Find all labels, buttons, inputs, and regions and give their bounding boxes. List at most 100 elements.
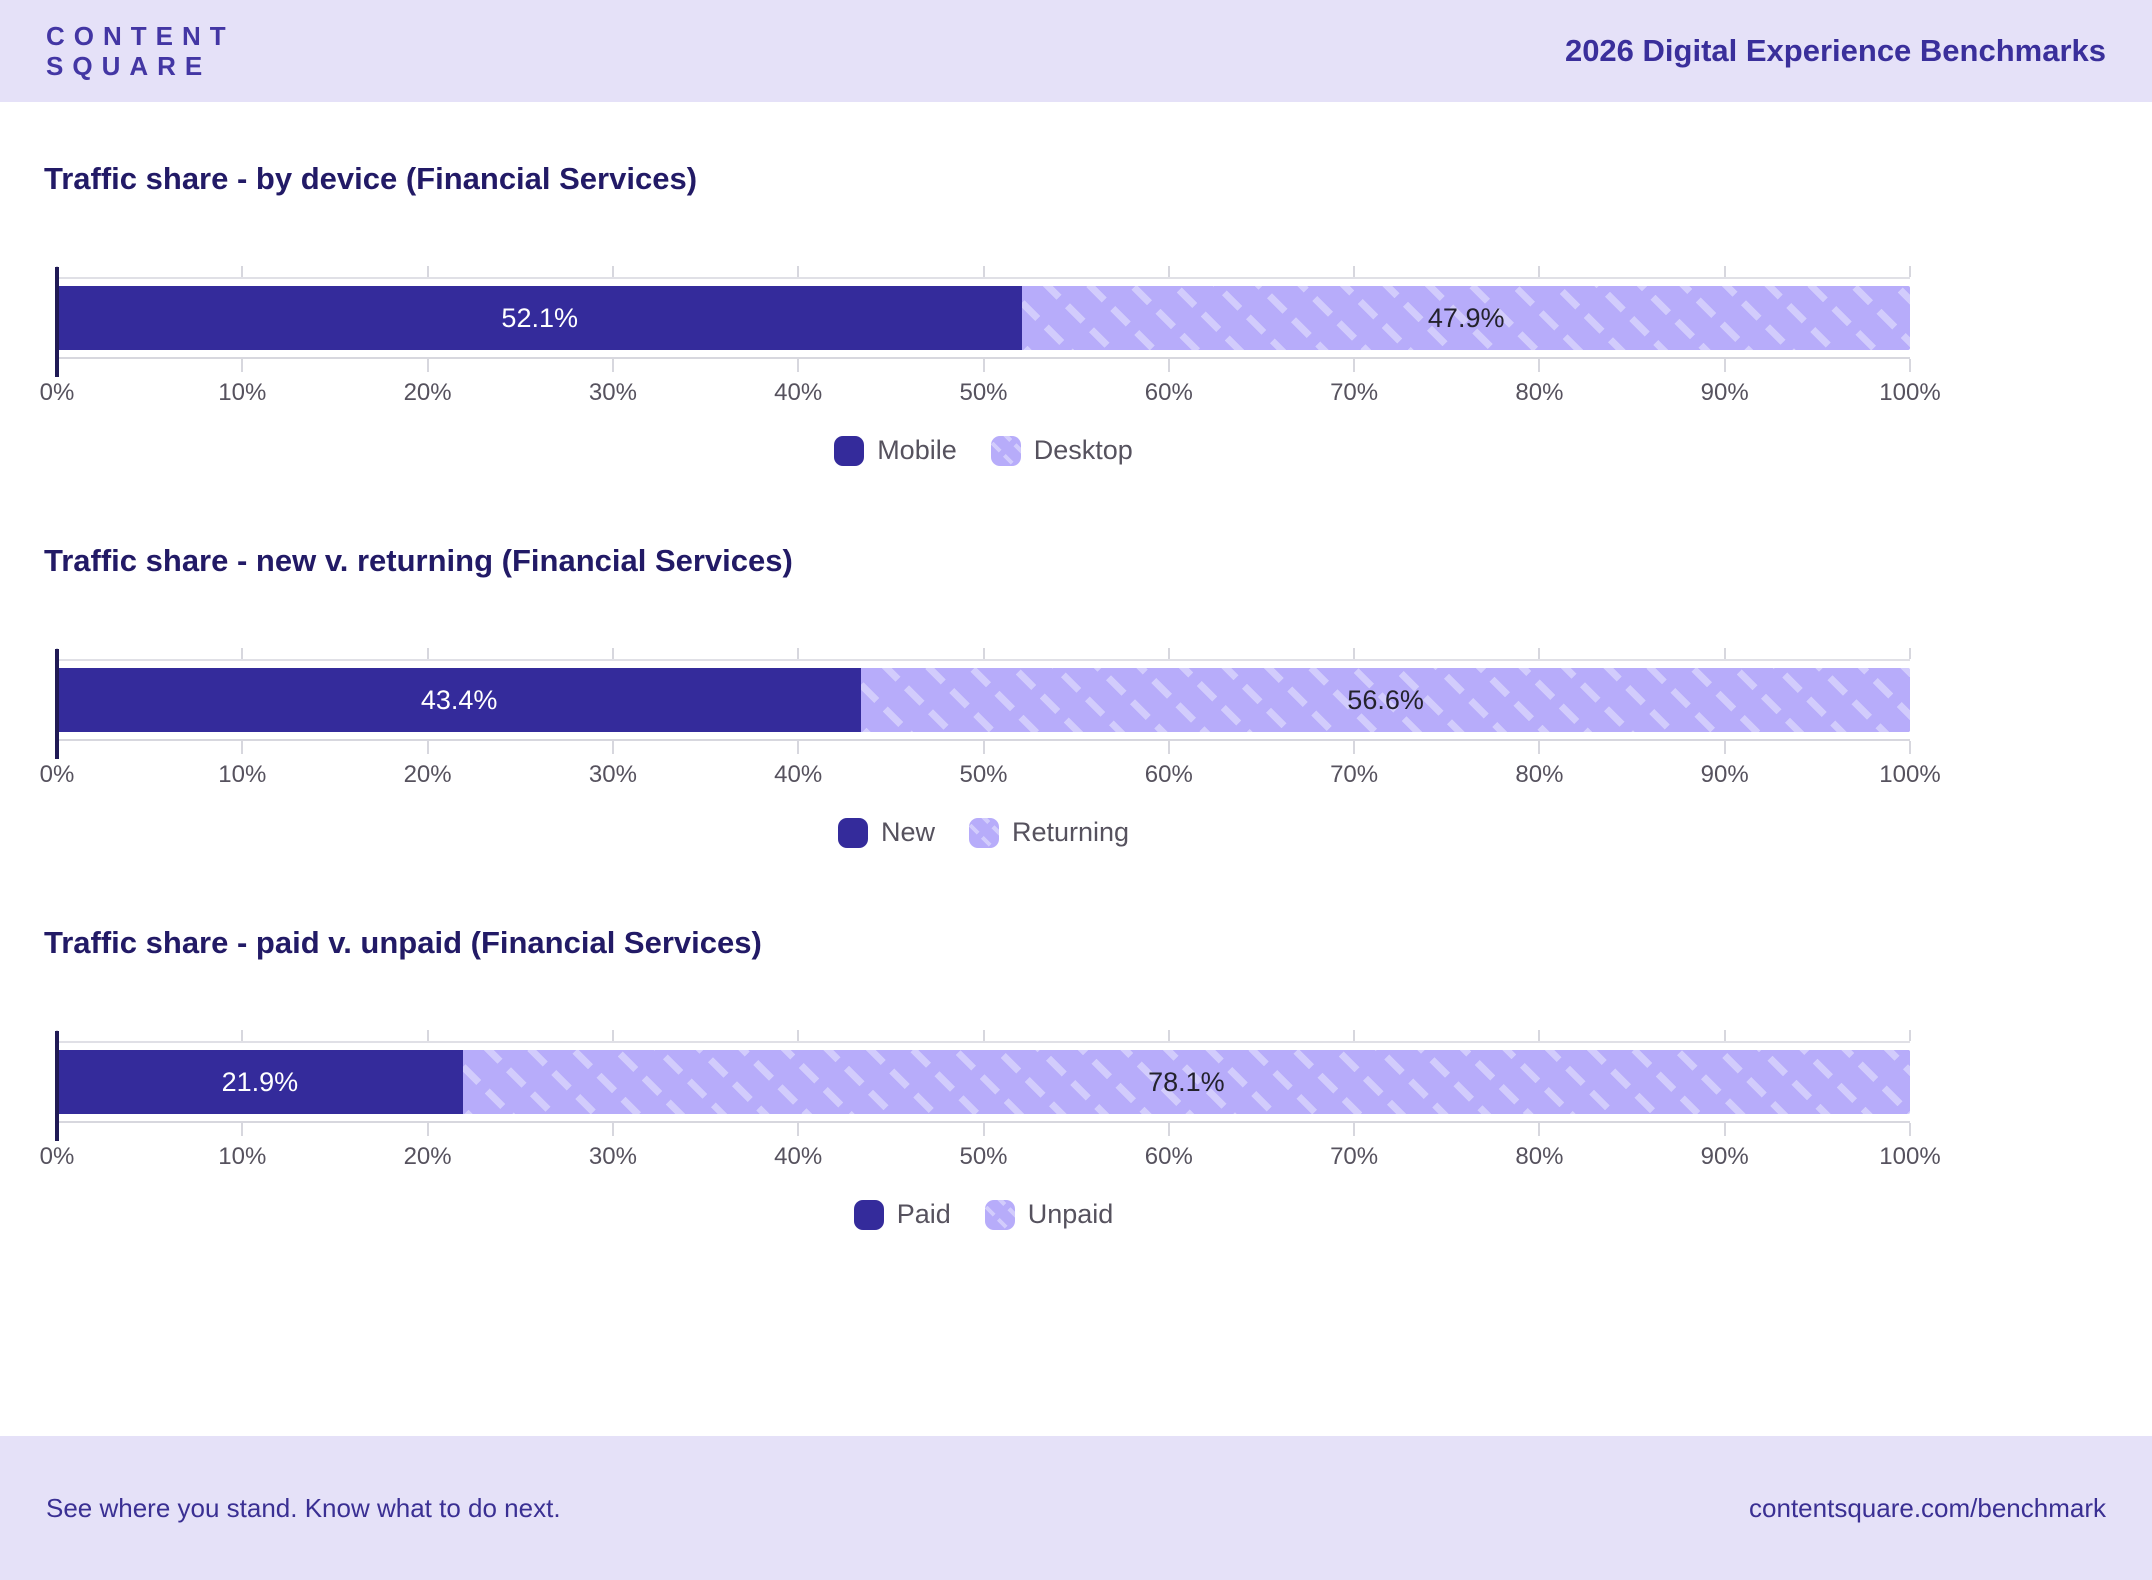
axis-ticks-top	[56, 648, 1911, 661]
y-axis-line	[55, 1031, 59, 1141]
axis-tick	[241, 648, 244, 659]
axis-tick-label: 60%	[1144, 761, 1193, 788]
bar-segment-desktop: 47.9%	[1022, 286, 1910, 350]
bar-area: 52.1% 47.9%	[57, 279, 1910, 357]
legend-swatch	[837, 817, 868, 848]
axis-tick-label: 60%	[1144, 1143, 1193, 1170]
axis-tick	[1538, 359, 1541, 372]
axis-tick-label: 0%	[39, 1143, 75, 1170]
axis-tick	[1909, 1123, 1911, 1136]
axis-tick-label: 30%	[588, 761, 637, 788]
axis-tick	[1353, 741, 1356, 754]
axis-tick-label: 20%	[403, 761, 452, 788]
bar-segment-value: 56.6%	[1347, 684, 1424, 715]
axis-tick-label: 0%	[39, 761, 75, 788]
axis-tick	[241, 266, 244, 277]
axis-tick	[1353, 359, 1356, 372]
axis-tick-label: 40%	[774, 1143, 823, 1170]
axis-tick	[611, 648, 614, 659]
axis-tick-label: 50%	[959, 379, 1008, 406]
bar-segment-mobile: 52.1%	[57, 286, 1023, 350]
axis-tick	[982, 741, 985, 754]
bar-segment-paid: 21.9%	[57, 1050, 463, 1114]
axis-tick	[426, 741, 429, 754]
legend-swatch	[984, 1199, 1015, 1230]
axis-tick	[1723, 359, 1726, 372]
y-axis-line	[55, 649, 59, 759]
header-band: CONTENT SQUARE 2026 Digital Experience B…	[0, 0, 2152, 102]
axis-tick-label: 70%	[1330, 1143, 1379, 1170]
axis-tick	[426, 1030, 429, 1041]
axis-tick	[1167, 741, 1170, 754]
stacked-bar: 43.4% 56.6%	[57, 668, 1910, 732]
footer-band: See where you stand. Know what to do nex…	[0, 1436, 2152, 1580]
logo-line-2: SQUARE	[46, 51, 212, 81]
chart-traffic-new-v-returning: Traffic share - new v. returning (Financ…	[40, 542, 2108, 848]
axis-tick	[982, 1030, 985, 1041]
bar-segment-new: 43.4%	[57, 668, 862, 732]
bar-segment-value: 43.4%	[420, 684, 498, 715]
axis-tick	[241, 741, 244, 754]
chart-title: Traffic share - by device (Financial Ser…	[44, 161, 698, 196]
axis-tick	[1353, 1123, 1356, 1136]
axis-tick-label: 10%	[218, 379, 267, 406]
axis-tick	[1353, 648, 1356, 659]
axis-tick	[797, 648, 800, 659]
axis-tick	[1538, 1030, 1541, 1041]
axis-tick	[1909, 1030, 1911, 1041]
axis-tick-label: 20%	[403, 379, 452, 406]
axis-tick-label: 40%	[774, 379, 823, 406]
axis-tick	[797, 741, 800, 754]
bar-area: 43.4% 56.6%	[57, 661, 1910, 739]
axis-tick	[241, 1123, 244, 1136]
axis-tick-label: 30%	[588, 1143, 637, 1170]
axis-ticks-bottom	[56, 739, 1911, 754]
axis-tick-label: 100%	[1879, 761, 1941, 788]
axis-tick-label: 80%	[1515, 379, 1564, 406]
axis-tick-label: 80%	[1515, 761, 1564, 788]
axis-tick	[1167, 266, 1170, 277]
axis-tick	[426, 1123, 429, 1136]
axis-tick	[1909, 648, 1911, 659]
axis-tick-label: 30%	[588, 379, 637, 406]
chart-traffic-by-device: Traffic share - by device (Financial Ser…	[40, 160, 2108, 466]
axis-tick-label: 60%	[1144, 379, 1193, 406]
axis-tick	[1538, 648, 1541, 659]
axis-tick	[1353, 1030, 1356, 1041]
axis-tick	[426, 648, 429, 659]
axis-tick	[982, 648, 985, 659]
footer-benchmark-link[interactable]: contentsquare.com/benchmark	[1749, 1492, 2106, 1523]
axis-ticks-top	[56, 266, 1911, 279]
bar-area: 21.9% 78.1%	[57, 1043, 1910, 1121]
axis-tick	[611, 1123, 614, 1136]
axis-ticks-bottom	[56, 1121, 1911, 1136]
chart-traffic-paid-v-unpaid: Traffic share - paid v. unpaid (Financia…	[40, 924, 2108, 1230]
legend-swatch	[990, 435, 1021, 466]
axis-tick-label: 90%	[1700, 1143, 1749, 1170]
legend-label: Unpaid	[1027, 1199, 1114, 1229]
axis-tick	[426, 266, 429, 277]
legend-label: New	[880, 817, 935, 847]
axis-tick-label: 40%	[774, 761, 823, 788]
axis-tick	[426, 359, 429, 372]
axis-tick	[1353, 266, 1356, 277]
axis-tick-label: 100%	[1879, 379, 1941, 406]
legend: Mobile Desktop	[57, 435, 1910, 466]
contentsquare-logo: CONTENT SQUARE	[46, 21, 235, 81]
axis-tick-label: 20%	[403, 1143, 452, 1170]
axis-tick-label: 100%	[1879, 1143, 1941, 1170]
axis-tick-labels: 0% 10% 20% 30% 40% 50% 60% 70% 80% 90% 100%	[40, 761, 1941, 791]
axis-tick	[611, 266, 614, 277]
stacked-bar: 21.9% 78.1%	[57, 1050, 1910, 1114]
charts-area: Traffic share - by device (Financial Ser…	[0, 102, 2152, 1436]
axis-tick	[1909, 266, 1911, 277]
legend-item-desktop: Desktop	[990, 435, 1133, 466]
legend-label: Paid	[896, 1199, 951, 1229]
legend-label: Desktop	[1033, 435, 1133, 465]
axis-tick	[982, 359, 985, 372]
plot-area: 21.9% 78.1% 0% 10% 20% 30% 40% 50% 60% 70% 80% 90%…	[40, 1030, 1941, 1173]
axis-ticks-bottom	[56, 357, 1911, 372]
footer-tagline: See where you stand. Know what to do nex…	[46, 1492, 561, 1523]
chart-title: Traffic share - paid v. unpaid (Financia…	[44, 925, 762, 960]
legend-item-paid: Paid	[853, 1199, 951, 1230]
